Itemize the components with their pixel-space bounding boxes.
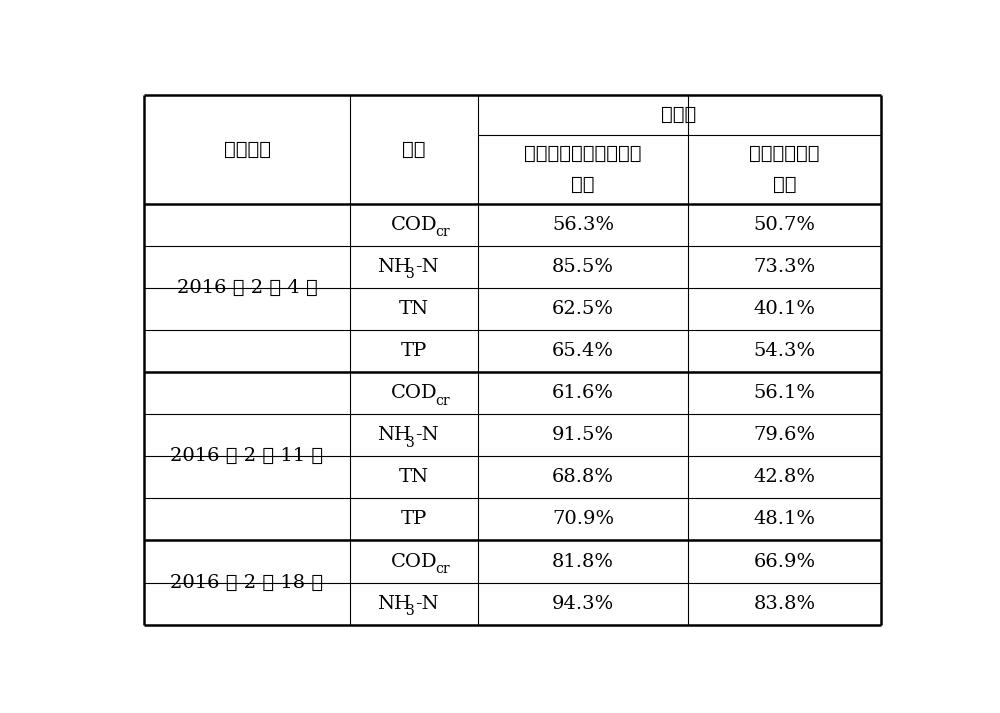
- Text: 50.7%: 50.7%: [754, 215, 816, 234]
- Text: 48.1%: 48.1%: [754, 511, 816, 528]
- Text: cr: cr: [435, 394, 450, 408]
- Text: 3: 3: [406, 267, 415, 282]
- Text: 56.3%: 56.3%: [552, 215, 614, 234]
- Text: 监测时间: 监测时间: [224, 140, 271, 158]
- Text: NH: NH: [377, 258, 411, 276]
- Text: 2016 年 2 月 4 日: 2016 年 2 月 4 日: [177, 279, 317, 297]
- Text: 65.4%: 65.4%: [552, 342, 614, 360]
- Text: 54.3%: 54.3%: [753, 342, 816, 360]
- Text: TP: TP: [400, 342, 427, 360]
- Text: COD: COD: [390, 553, 437, 570]
- Text: 湿地: 湿地: [571, 175, 595, 194]
- Text: cr: cr: [435, 225, 450, 240]
- Text: 波形潜流人工: 波形潜流人工: [749, 145, 820, 163]
- Text: 3: 3: [406, 605, 415, 618]
- Text: -N: -N: [415, 426, 439, 444]
- Text: 83.8%: 83.8%: [753, 595, 816, 612]
- Text: 指标: 指标: [402, 140, 425, 158]
- Text: 多介质层波形潜流人工: 多介质层波形潜流人工: [524, 145, 642, 163]
- Text: COD: COD: [390, 384, 437, 402]
- Text: 81.8%: 81.8%: [552, 553, 614, 570]
- Text: 85.5%: 85.5%: [552, 258, 614, 276]
- Text: 61.6%: 61.6%: [552, 384, 614, 402]
- Text: 3: 3: [406, 436, 415, 450]
- Text: NH: NH: [377, 595, 411, 612]
- Text: 68.8%: 68.8%: [552, 468, 614, 486]
- Text: -N: -N: [415, 595, 439, 612]
- Text: 70.9%: 70.9%: [552, 511, 614, 528]
- Text: TN: TN: [399, 468, 429, 486]
- Text: -N: -N: [415, 258, 439, 276]
- Text: 40.1%: 40.1%: [754, 300, 816, 318]
- Text: TN: TN: [399, 300, 429, 318]
- Text: 42.8%: 42.8%: [754, 468, 816, 486]
- Text: 2016 年 2 月 18 日: 2016 年 2 月 18 日: [170, 573, 324, 592]
- Text: 2016 年 2 月 11 日: 2016 年 2 月 11 日: [170, 447, 324, 466]
- Text: 56.1%: 56.1%: [754, 384, 816, 402]
- Text: 湿地: 湿地: [773, 175, 796, 194]
- Text: 91.5%: 91.5%: [552, 426, 614, 444]
- Text: 66.9%: 66.9%: [753, 553, 816, 570]
- Text: 去除率: 去除率: [662, 106, 697, 124]
- Text: TP: TP: [400, 511, 427, 528]
- Text: 79.6%: 79.6%: [753, 426, 816, 444]
- Text: COD: COD: [390, 215, 437, 234]
- Text: 73.3%: 73.3%: [753, 258, 816, 276]
- Text: 62.5%: 62.5%: [552, 300, 614, 318]
- Text: NH: NH: [377, 426, 411, 444]
- Text: 94.3%: 94.3%: [552, 595, 614, 612]
- Text: cr: cr: [435, 563, 450, 576]
